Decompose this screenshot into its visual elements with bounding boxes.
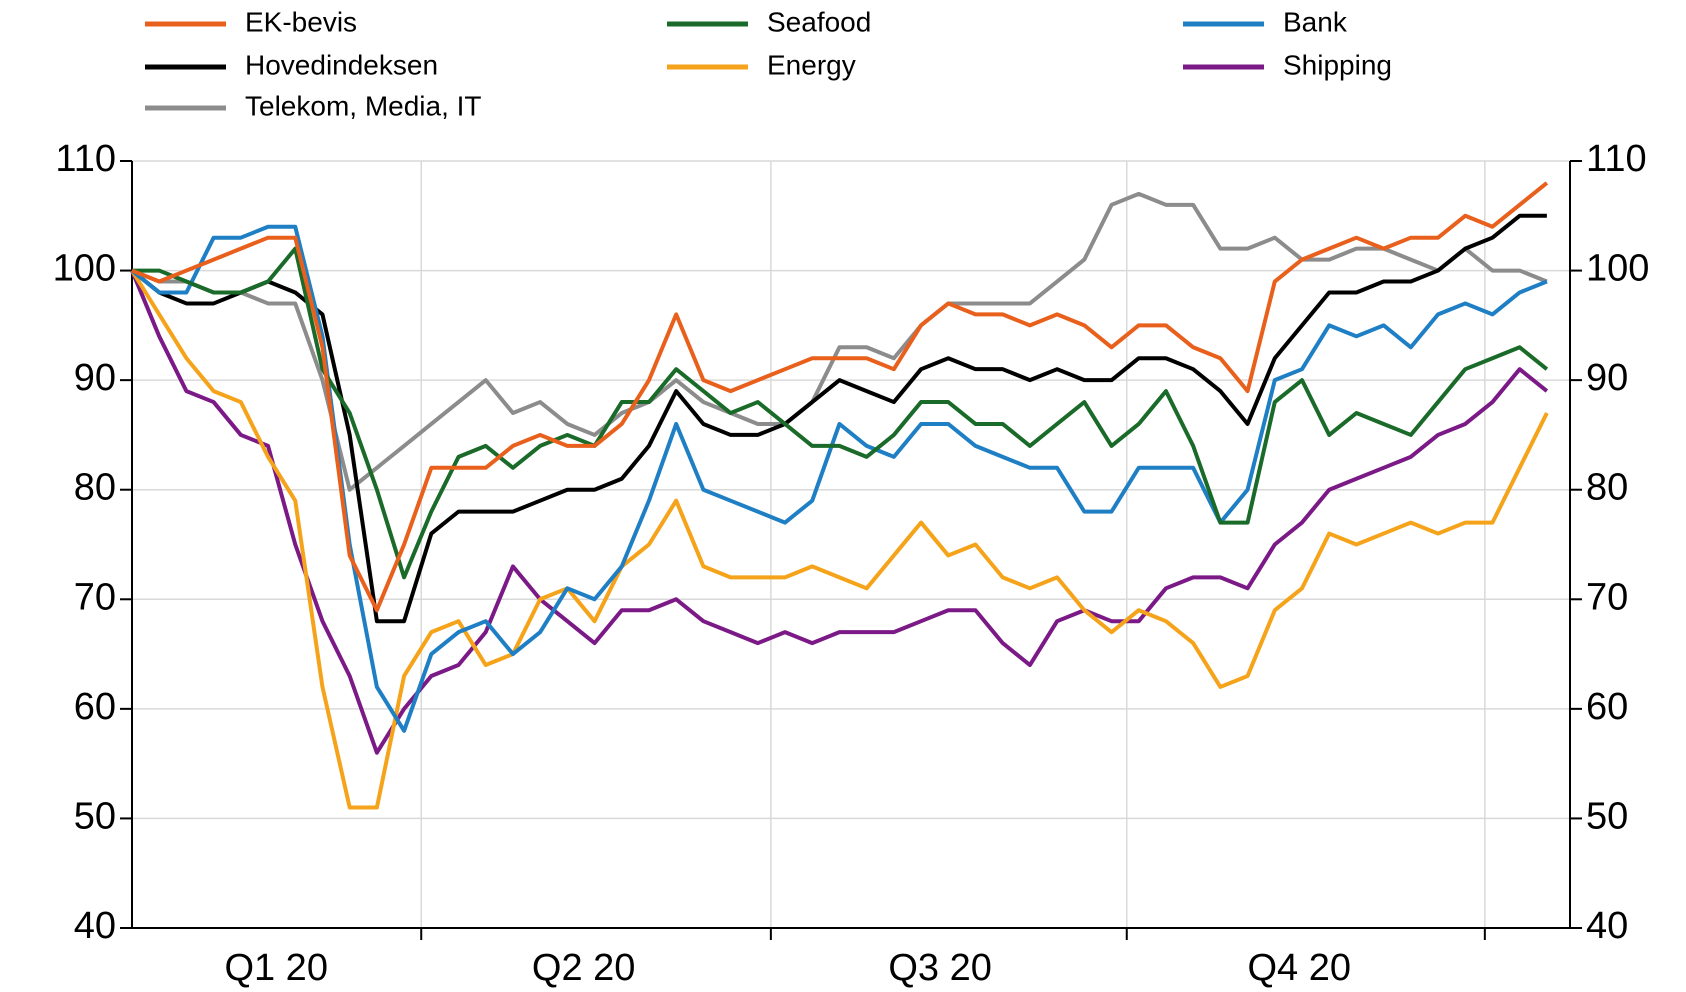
x-tick-label: Q3 20 <box>888 947 992 989</box>
x-tick-label: Q2 20 <box>532 947 636 989</box>
y-tick-label: 60 <box>74 686 116 728</box>
series-line <box>130 224 1548 733</box>
series-line <box>130 269 1549 810</box>
legend-label: Seafood <box>767 6 871 37</box>
y-tick-label: 90 <box>74 357 116 399</box>
y-tick-label: 50 <box>74 795 116 837</box>
legend-label: Telekom, Media, IT <box>245 90 482 121</box>
y2-tick-label: 40 <box>1586 905 1628 947</box>
y-tick-label: 70 <box>74 576 116 618</box>
y-tick-label: 80 <box>74 467 116 509</box>
legend-label: EK-bevis <box>245 6 357 37</box>
y2-tick-label: 50 <box>1586 795 1628 837</box>
y2-tick-label: 110 <box>1586 138 1647 180</box>
legend-label: Energy <box>767 49 856 80</box>
series-line <box>131 191 1548 492</box>
series-line <box>130 269 1549 755</box>
y-tick-label: 100 <box>53 248 116 290</box>
x-tick-label: Q4 20 <box>1248 947 1352 989</box>
series-line <box>132 246 1549 580</box>
y-tick-label: 110 <box>55 138 116 180</box>
legend-label: Hovedindeksen <box>245 49 438 80</box>
y2-tick-label: 60 <box>1586 686 1628 728</box>
x-tick-label: Q1 20 <box>224 947 328 989</box>
legend-label: Shipping <box>1283 49 1392 80</box>
y2-tick-label: 70 <box>1586 576 1628 618</box>
series-line <box>130 213 1547 624</box>
y2-tick-label: 80 <box>1586 467 1628 509</box>
legend-label: Bank <box>1283 6 1348 37</box>
y2-tick-label: 90 <box>1586 357 1628 399</box>
y-tick-label: 40 <box>74 905 116 947</box>
y2-tick-label: 100 <box>1586 248 1649 290</box>
series-line <box>131 181 1549 613</box>
